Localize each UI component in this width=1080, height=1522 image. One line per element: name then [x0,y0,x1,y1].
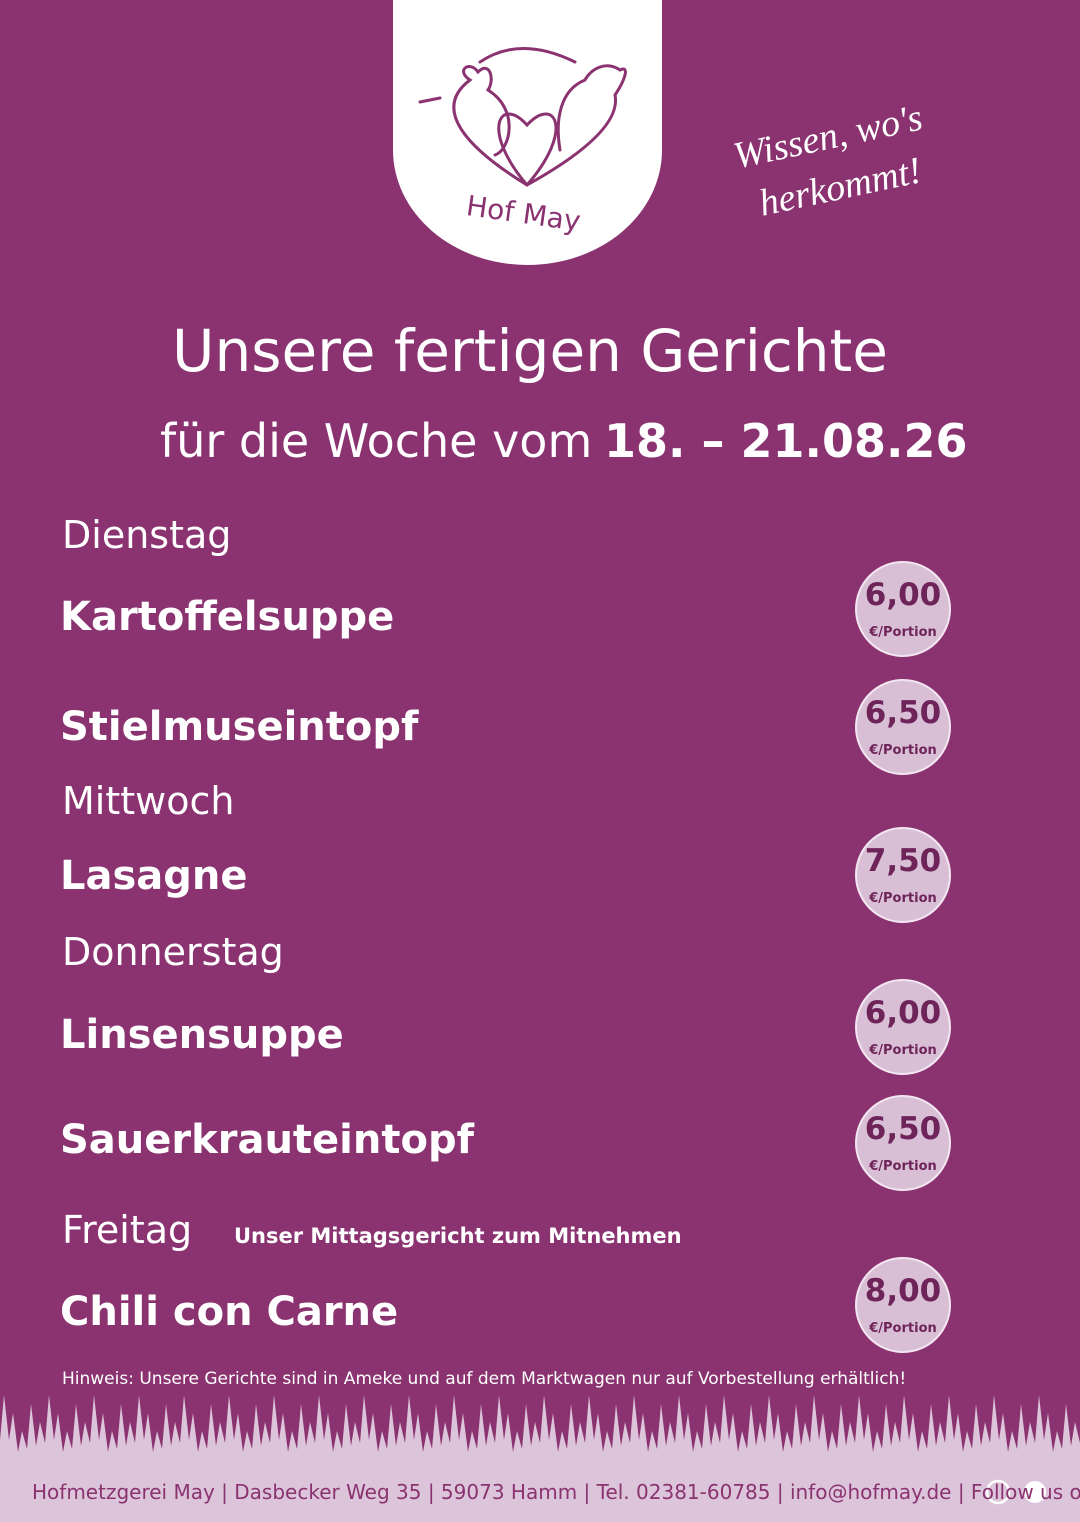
instagram-icon[interactable] [985,1479,1011,1505]
day: Mittwoch [62,779,235,823]
price: 6,00 [864,577,942,613]
day: Dienstag [62,513,232,557]
price-badge: 6,00 €/Portion [855,979,951,1075]
footer: Hofmetzgerei May | Dasbecker Weg 35 | 59… [32,1480,1080,1504]
note: Hinweis: Unsere Gerichte sind in Ameke u… [62,1369,907,1389]
price-unit: €/Portion [869,625,937,640]
price: 6,00 [864,995,942,1031]
grass [0,1395,1080,1522]
dish: Chili con Carne [60,1289,399,1335]
price-unit: €/Portion [869,1321,937,1336]
title: Unsere fertigen Gerichte [172,317,888,385]
subtitle-dates: 18. – 21.08.26 [604,414,968,468]
price: 6,50 [864,1111,942,1147]
price-unit: €/Portion [869,1043,937,1058]
price-badge: 6,50 €/Portion [855,1095,951,1191]
subtitle: für die Woche vom [160,414,593,468]
dish: Lasagne [60,853,248,899]
price-badge: 7,50 €/Portion [855,827,951,923]
logo-badge [393,0,662,265]
price-unit: €/Portion [869,1159,937,1174]
price: 8,00 [864,1273,942,1309]
day-note: Unser Mittagsgericht zum Mitnehmen [234,1224,682,1248]
price-unit: €/Portion [869,891,937,906]
day: Donnerstag [62,930,284,974]
price: 6,50 [864,695,942,731]
dish: Kartoffelsuppe [60,594,395,640]
price-badge: 6,00 €/Portion [855,561,951,657]
price-badge: 8,00 €/Portion [855,1257,951,1353]
logo-drawing [418,47,627,187]
day: Freitag [62,1208,193,1252]
grass-band [0,1395,1080,1522]
dish: Stielmuseintopf [60,704,419,750]
facebook-icon[interactable] [1024,1481,1046,1503]
price-unit: €/Portion [869,743,937,758]
price-badge: 6,50 €/Portion [855,679,951,775]
price: 7,50 [864,843,942,879]
dish: Linsensuppe [60,1012,344,1058]
dish: Sauerkrauteintopf [60,1117,475,1163]
